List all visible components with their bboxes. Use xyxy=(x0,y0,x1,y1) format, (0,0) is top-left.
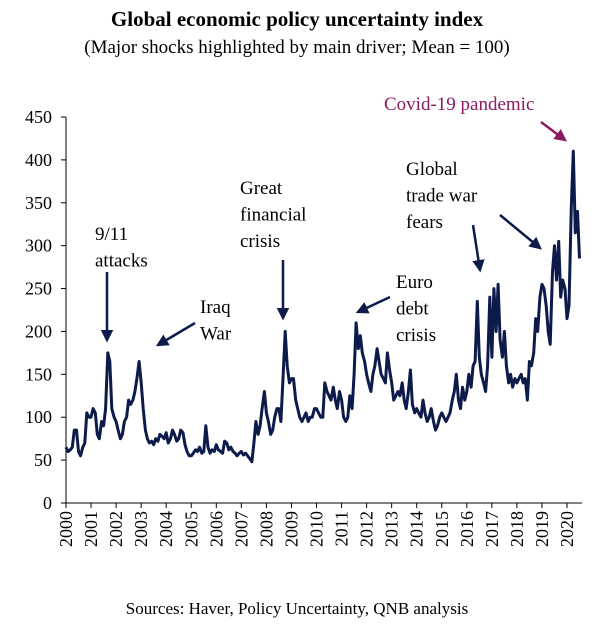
x-tick-label: 2000 xyxy=(56,511,76,547)
y-tick-label: 150 xyxy=(25,364,52,384)
y-tick-label: 100 xyxy=(25,407,52,427)
y-tick-label: 0 xyxy=(43,493,52,513)
x-tick-label: 2009 xyxy=(281,511,301,547)
x-tick-label: 2012 xyxy=(357,511,377,547)
x-tick-label: 2019 xyxy=(532,511,552,547)
chart-subtitle: (Major shocks highlighted by main driver… xyxy=(84,37,509,58)
annotation: Great xyxy=(240,178,283,199)
x-tick-label: 2008 xyxy=(256,511,276,547)
arrow xyxy=(355,295,391,314)
x-tick-label: 2010 xyxy=(307,511,327,547)
y-tick-label: 400 xyxy=(25,150,52,170)
x-tick-label: 2003 xyxy=(131,511,151,547)
x-tick-label: 2007 xyxy=(231,511,251,547)
x-tick-label: 2017 xyxy=(482,511,502,547)
annotation: financial xyxy=(240,205,306,226)
annotation: fears xyxy=(406,212,443,233)
annotation: debt xyxy=(396,299,429,320)
x-tick-label: 2011 xyxy=(332,511,352,546)
x-tick-label: 2014 xyxy=(407,511,427,547)
y-tick-label: 50 xyxy=(34,450,52,470)
y-tick-label: 250 xyxy=(25,279,52,299)
x-tick-label: 2015 xyxy=(432,511,452,547)
annotation: Iraq xyxy=(200,297,231,318)
x-tick-label: 2020 xyxy=(557,511,577,547)
annotation: attacks xyxy=(95,251,148,272)
chart-title: Global economic policy uncertainty index xyxy=(111,7,484,31)
arrow xyxy=(155,321,196,347)
x-tick-label: 2005 xyxy=(181,511,201,547)
annotation: War xyxy=(200,324,232,345)
x-tick-label: 2018 xyxy=(507,511,527,547)
y-tick-label: 300 xyxy=(25,236,52,256)
x-tick-label: 2016 xyxy=(457,511,477,547)
arrow xyxy=(540,121,567,142)
y-tick-label: 350 xyxy=(25,193,52,213)
source: Sources: Haver, Policy Uncertainty, QNB … xyxy=(126,599,468,618)
annotation: Euro xyxy=(396,272,433,293)
x-tick-label: 2006 xyxy=(206,511,226,547)
arrows xyxy=(100,121,567,347)
annotation: 9/11 xyxy=(95,224,128,245)
annotation: trade war xyxy=(406,186,478,207)
x-tick-label: 2004 xyxy=(156,511,176,547)
annotation: Global xyxy=(406,159,458,180)
annotation: crisis xyxy=(396,325,436,346)
arrow xyxy=(499,214,542,250)
y-tick-label: 450 xyxy=(25,107,52,127)
x-tick-label: 2001 xyxy=(81,511,101,547)
y-tick-label: 200 xyxy=(25,321,52,341)
annotation: Covid-19 pandemic xyxy=(384,94,534,115)
arrow xyxy=(471,224,485,273)
series-line xyxy=(64,149,581,464)
x-tick-label: 2013 xyxy=(382,511,402,547)
x-tick-label: 2002 xyxy=(106,511,126,547)
annotation: crisis xyxy=(240,231,280,252)
